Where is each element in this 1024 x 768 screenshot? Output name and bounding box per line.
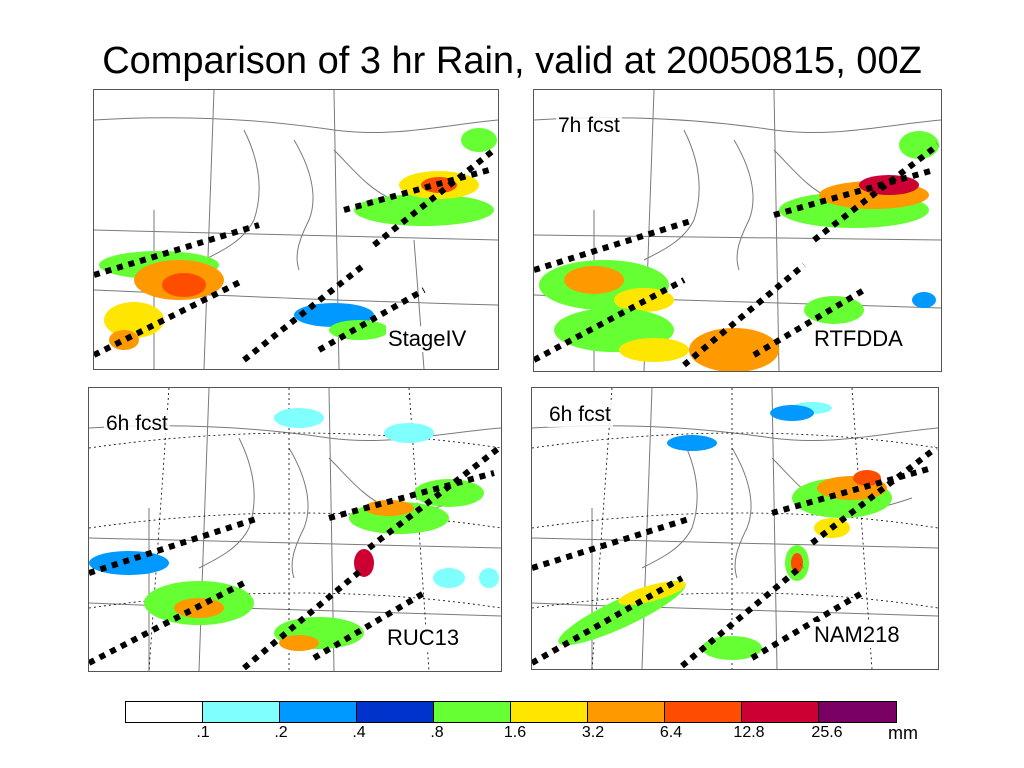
figure-title: Comparison of 3 hr Rain, valid at 200508…	[102, 40, 922, 82]
colorbar-tick-label: .8	[430, 724, 444, 741]
colorbar-tick-label: .1	[196, 724, 210, 741]
map-nam218	[532, 388, 938, 669]
colorbar-cell	[357, 702, 434, 722]
colorbar-cell	[280, 702, 357, 722]
colorbar-cell	[665, 702, 742, 722]
colorbar-tick-label: 6.4	[659, 724, 683, 741]
map-rtfdda	[534, 90, 941, 371]
colorbar-cell	[742, 702, 819, 722]
map-stageiv	[94, 90, 498, 369]
panel-ruc13: 6h fcst RUC13	[88, 387, 502, 672]
panel-label-nam218: NAM218	[812, 622, 902, 648]
colorbar-cell	[819, 702, 896, 722]
colorbar-unit: mm	[888, 723, 918, 743]
panel-label-stageiv: StageIV	[386, 326, 469, 352]
colorbar-cell	[434, 702, 511, 722]
forecast-label-nam218: 6h fcst	[547, 403, 613, 427]
forecast-label-ruc13: 6h fcst	[104, 412, 170, 436]
colorbar-tick-label: 25.6	[811, 724, 843, 741]
colorbar-cell	[126, 702, 203, 722]
panel-stageiv: StageIV	[93, 89, 499, 370]
colorbar-tick-label: 12.8	[733, 724, 765, 741]
colorbar	[125, 701, 897, 723]
forecast-label-rtfdda: 7h fcst	[556, 114, 622, 138]
panel-nam218: 6h fcst NAM218	[531, 387, 939, 670]
colorbar-tick-label: 3.2	[581, 724, 605, 741]
colorbar-cell	[511, 702, 588, 722]
colorbar-ticks: .1 .2 .4 .8 1.6 3.2 6.4 12.8 25.6	[125, 724, 925, 746]
colorbar-cell	[203, 702, 280, 722]
colorbar-cell	[588, 702, 665, 722]
panel-label-ruc13: RUC13	[385, 625, 462, 651]
colorbar-tick-label: .4	[352, 724, 366, 741]
panel-rtfdda: 7h fcst RTFDDA	[533, 89, 942, 372]
panel-label-rtfdda: RTFDDA	[812, 326, 905, 352]
map-ruc13	[89, 388, 501, 671]
colorbar-tick-label: 1.6	[503, 724, 527, 741]
colorbar-tick-label: .2	[274, 724, 288, 741]
